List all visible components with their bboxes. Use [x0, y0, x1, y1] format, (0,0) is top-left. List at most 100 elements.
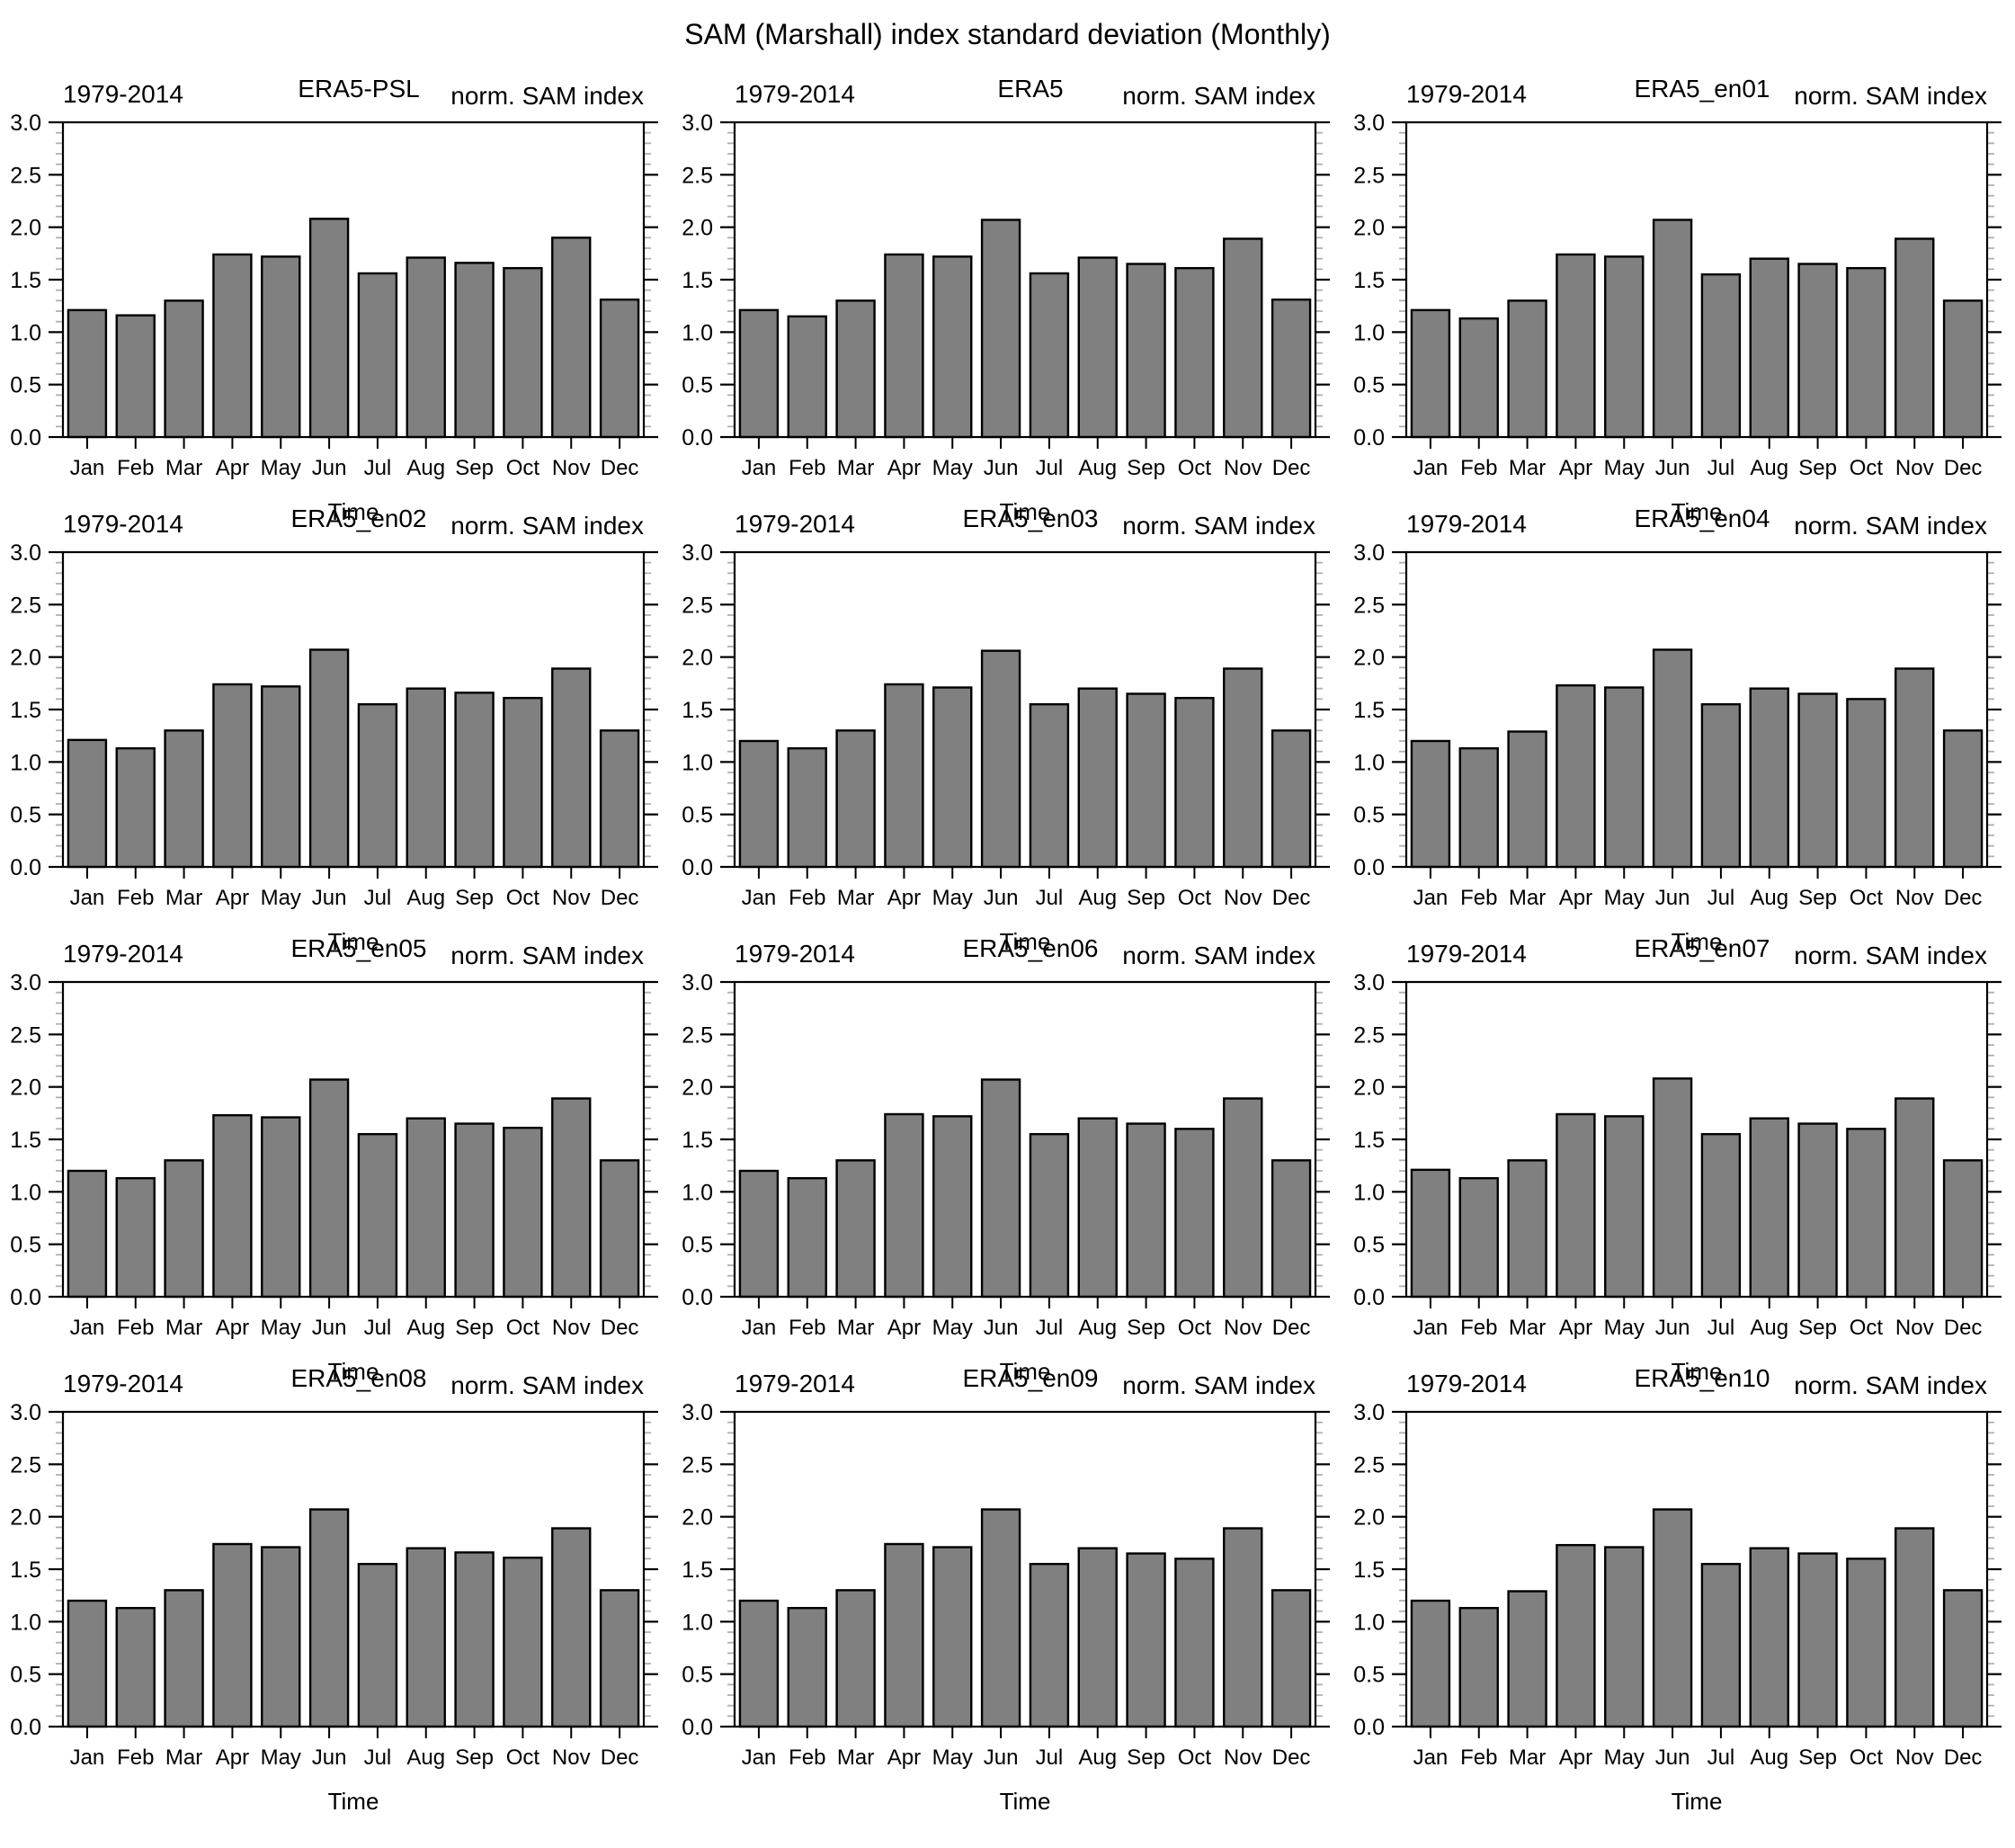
x-tick-label: Aug — [1078, 456, 1117, 480]
x-tick-label: Sep — [1127, 1316, 1165, 1340]
bar-Jul — [1700, 702, 1742, 869]
y-tick-label: 2.5 — [10, 1452, 41, 1478]
x-axis-title: Time — [1672, 1358, 1723, 1385]
bar-May — [261, 1546, 301, 1728]
y-tick-label: 1.5 — [1353, 698, 1385, 723]
y-tick-label: 2.5 — [1353, 163, 1385, 188]
bar-Nov — [1895, 237, 1935, 439]
x-tick-label: Feb — [1460, 456, 1497, 480]
x-tick-label: Nov — [552, 1316, 591, 1340]
x-tick-label: Jun — [312, 1316, 347, 1340]
charts-grid: 1979-2014 ERA5-PSL norm. SAM index 0.0 0.5 1.… — [0, 65, 2015, 1815]
x-tick-label: Jul — [1707, 1745, 1735, 1770]
y-tick-label: 3.0 — [10, 1400, 41, 1425]
chart-panel-ERA5_en05: 1979-2014 ERA5_en05 norm. SAM index 0.0 0.5 1… — [0, 924, 672, 1385]
chart-panel-ERA5: 1979-2014 ERA5 norm. SAM index 0.0 0.5 1.0 1.5… — [672, 65, 1343, 525]
bar-Dec — [599, 1589, 640, 1728]
bar-Jan — [738, 739, 780, 869]
x-tick-label: Sep — [1798, 1316, 1837, 1340]
y-tick-label: 2.0 — [1353, 1505, 1385, 1531]
bar-chart-ERA5_en08: 1979-2014 ERA5_en08 norm. SAM index 0.0 0.5 1… — [10, 1364, 658, 1815]
bar-Dec — [1942, 299, 1984, 439]
x-tick-label: Dec — [1272, 456, 1311, 480]
x-tick-label: Oct — [1178, 456, 1212, 480]
x-tick-label: Dec — [1944, 456, 1983, 480]
x-tick-label: Sep — [455, 456, 494, 480]
x-tick-label: Mar — [837, 1316, 874, 1340]
x-tick-label: Jul — [1707, 886, 1735, 910]
x-tick-label: Jan — [742, 1745, 777, 1770]
x-tick-label: Oct — [506, 886, 540, 910]
y-tick-label: 2.0 — [10, 1505, 41, 1531]
y-tick-label: 0.5 — [1353, 373, 1385, 398]
chart-panel-ERA5_en03: 1979-2014 ERA5_en03 norm. SAM index 0.0 0.5 1… — [672, 495, 1343, 955]
main-title: SAM (Marshall) index standard deviation … — [684, 18, 1331, 50]
panel-period-label: 1979-2014 — [735, 940, 855, 968]
bar-Feb — [1458, 1176, 1499, 1299]
y-tick-label: 2.5 — [1353, 1452, 1385, 1478]
x-tick-label: Feb — [117, 1745, 154, 1770]
panel-dataset-title: ERA5_en10 — [1634, 1364, 1770, 1392]
x-axis-title: Time — [328, 1788, 379, 1815]
x-tick-label: Oct — [1850, 1745, 1884, 1770]
x-tick-label: Mar — [837, 1745, 874, 1770]
y-tick-label: 1.0 — [1353, 750, 1385, 775]
x-tick-label: May — [932, 1745, 973, 1770]
bar-Nov — [1223, 1097, 1263, 1299]
bar-Aug — [406, 687, 446, 869]
panel-right-title: norm. SAM index — [1794, 1371, 1987, 1399]
bar-Oct — [503, 696, 543, 869]
bar-Feb — [1458, 317, 1499, 439]
x-axis-title: Time — [1000, 1788, 1051, 1815]
bar-Oct — [503, 266, 543, 439]
bar-Jun — [980, 649, 1021, 869]
x-tick-label: Oct — [1850, 886, 1884, 910]
x-tick-label: Feb — [117, 886, 154, 910]
x-tick-label: Mar — [837, 886, 874, 910]
panel-period-label: 1979-2014 — [63, 80, 183, 108]
y-tick-label: 1.5 — [1353, 1558, 1385, 1583]
bar-Jan — [67, 1599, 108, 1728]
x-tick-label: Jul — [364, 1316, 392, 1340]
y-tick-label: 2.0 — [10, 216, 41, 241]
x-tick-label: Feb — [789, 1316, 825, 1340]
panel-dataset-title: ERA5_en05 — [290, 934, 426, 962]
y-tick-label: 0.5 — [10, 373, 41, 398]
x-tick-label: Jun — [984, 1745, 1019, 1770]
bar-Dec — [1942, 1159, 1984, 1299]
bar-Oct — [1846, 1128, 1886, 1299]
x-tick-label: Aug — [406, 456, 445, 480]
bar-Jul — [1029, 1132, 1070, 1299]
bar-Sep — [1797, 1122, 1838, 1299]
x-tick-label: Nov — [1224, 456, 1262, 480]
panel-dataset-title: ERA5-PSL — [298, 75, 419, 103]
bar-Apr — [212, 1113, 253, 1299]
bar-Dec — [1942, 1589, 1984, 1728]
x-tick-label: Oct — [1178, 1316, 1212, 1340]
chart-panel-ERA5_en08: 1979-2014 ERA5_en08 norm. SAM index 0.0 0.5 1… — [0, 1354, 672, 1815]
x-tick-label: May — [261, 456, 301, 480]
y-tick-label: 0.5 — [682, 373, 713, 398]
panel-period-label: 1979-2014 — [1406, 940, 1527, 968]
bar-May — [1604, 255, 1645, 439]
y-tick-label: 2.5 — [682, 1022, 713, 1048]
x-tick-label: Oct — [1178, 1745, 1212, 1770]
bar-Jul — [1700, 1562, 1742, 1728]
x-tick-label: Jul — [1707, 1316, 1735, 1340]
bar-Jul — [357, 272, 398, 439]
bar-Aug — [406, 256, 446, 439]
x-tick-label: Mar — [165, 456, 202, 480]
panel-dataset-title: ERA5_en01 — [1634, 75, 1770, 103]
bar-Oct — [1174, 1558, 1215, 1728]
y-tick-label: 0.0 — [10, 1715, 41, 1740]
x-tick-label: Jun — [312, 456, 347, 480]
bar-chart-ERA5_en07: 1979-2014 ERA5_en07 norm. SAM index 0.0 0.5 1… — [1353, 934, 2002, 1385]
bar-May — [932, 255, 973, 439]
bar-Aug — [406, 1547, 446, 1728]
bar-Sep — [454, 692, 495, 869]
x-tick-label: Aug — [1078, 886, 1117, 910]
y-tick-label: 1.0 — [10, 1610, 41, 1635]
bar-Aug — [1749, 257, 1789, 439]
bar-Jul — [1029, 1562, 1070, 1728]
x-tick-label: Jun — [312, 886, 347, 910]
